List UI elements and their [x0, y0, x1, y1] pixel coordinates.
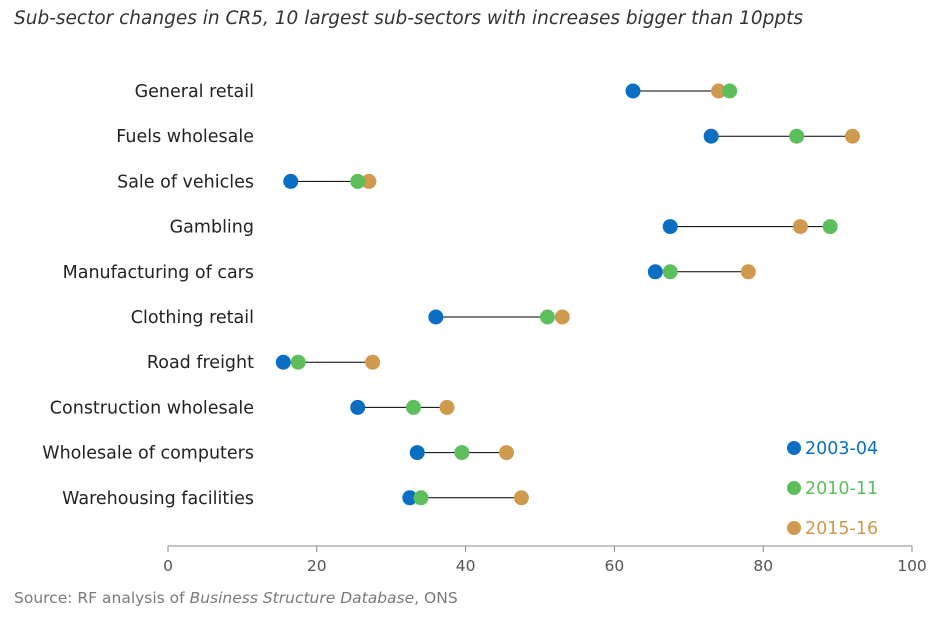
x-tick-label-100: 100 [897, 557, 927, 575]
x-tick-label-80: 80 [753, 557, 773, 575]
category-label-gambling: Gambling [170, 218, 254, 238]
point-clothing-retail-2010-11 [539, 309, 555, 325]
category-label-general-retail: General retail [135, 82, 254, 102]
point-sale-of-vehicles-2015-16 [361, 173, 377, 189]
category-label-construction-wholesale: Construction wholesale [50, 398, 254, 418]
point-general-retail-2003-04 [625, 83, 641, 99]
legend: 2003-04 2010-11 2015-16 [787, 439, 878, 539]
category-labels: General retail Fuels wholesale Sale of veh… [42, 82, 254, 509]
point-warehousing-facilities-2010-11 [413, 490, 429, 506]
category-label-warehousing-facilities: Warehousing facilities [62, 489, 254, 509]
point-wholesale-of-computers-2010-11 [454, 445, 470, 461]
legend-label-2003-04: 2003-04 [805, 439, 878, 459]
connector-lines [283, 90, 853, 499]
point-road-freight-2010-11 [290, 354, 306, 370]
data-points [275, 83, 860, 506]
point-fuels-wholesale-2003-04 [703, 128, 719, 144]
point-gambling-2003-04 [662, 219, 678, 235]
x-axis: 0 20 40 60 80 100 [163, 545, 927, 575]
legend-marker-2010-11 [787, 481, 801, 495]
point-manufacturing-of-cars-2015-16 [740, 264, 756, 280]
point-fuels-wholesale-2015-16 [844, 128, 860, 144]
point-warehousing-facilities-2003-04 [402, 490, 418, 506]
point-construction-wholesale-2015-16 [439, 399, 455, 415]
point-general-retail-2015-16 [711, 83, 727, 99]
category-label-sale-of-vehicles: Sale of vehicles [117, 172, 254, 192]
source-note: Source: RF analysis of Business Structur… [14, 589, 458, 607]
x-tick-label-0: 0 [163, 557, 173, 575]
point-sale-of-vehicles-2003-04 [283, 173, 299, 189]
source-database: Business Structure Database [189, 589, 415, 607]
source-prefix: Source: RF analysis of [14, 589, 190, 607]
point-general-retail-2010-11 [722, 83, 738, 99]
category-label-wholesale-of-computers: Wholesale of computers [42, 444, 254, 464]
category-label-road-freight: Road freight [147, 353, 254, 373]
point-wholesale-of-computers-2015-16 [499, 445, 515, 461]
chart-title: Sub-sector changes in CR5, 10 largest su… [14, 8, 803, 29]
x-tick-label-60: 60 [605, 557, 625, 575]
legend-marker-2003-04 [787, 441, 801, 455]
x-tick-label-20: 20 [307, 557, 327, 575]
point-warehousing-facilities-2015-16 [513, 490, 529, 506]
category-label-manufacturing-of-cars: Manufacturing of cars [63, 263, 254, 283]
point-fuels-wholesale-2010-11 [789, 128, 805, 144]
category-label-fuels-wholesale: Fuels wholesale [116, 127, 254, 147]
point-road-freight-2015-16 [365, 354, 381, 370]
point-manufacturing-of-cars-2003-04 [647, 264, 663, 280]
x-tick-label-40: 40 [456, 557, 476, 575]
point-sale-of-vehicles-2010-11 [350, 173, 366, 189]
point-gambling-2010-11 [822, 219, 838, 235]
point-manufacturing-of-cars-2010-11 [662, 264, 678, 280]
source-suffix: , ONS [414, 589, 458, 607]
point-road-freight-2003-04 [275, 354, 291, 370]
category-label-clothing-retail: Clothing retail [131, 308, 254, 328]
point-gambling-2015-16 [792, 219, 808, 235]
legend-label-2010-11: 2010-11 [805, 479, 878, 499]
point-clothing-retail-2015-16 [554, 309, 570, 325]
legend-marker-2015-16 [787, 521, 801, 535]
point-construction-wholesale-2010-11 [406, 399, 422, 415]
legend-label-2015-16: 2015-16 [805, 519, 878, 539]
point-wholesale-of-computers-2003-04 [409, 445, 425, 461]
point-construction-wholesale-2003-04 [350, 399, 366, 415]
point-clothing-retail-2003-04 [428, 309, 444, 325]
